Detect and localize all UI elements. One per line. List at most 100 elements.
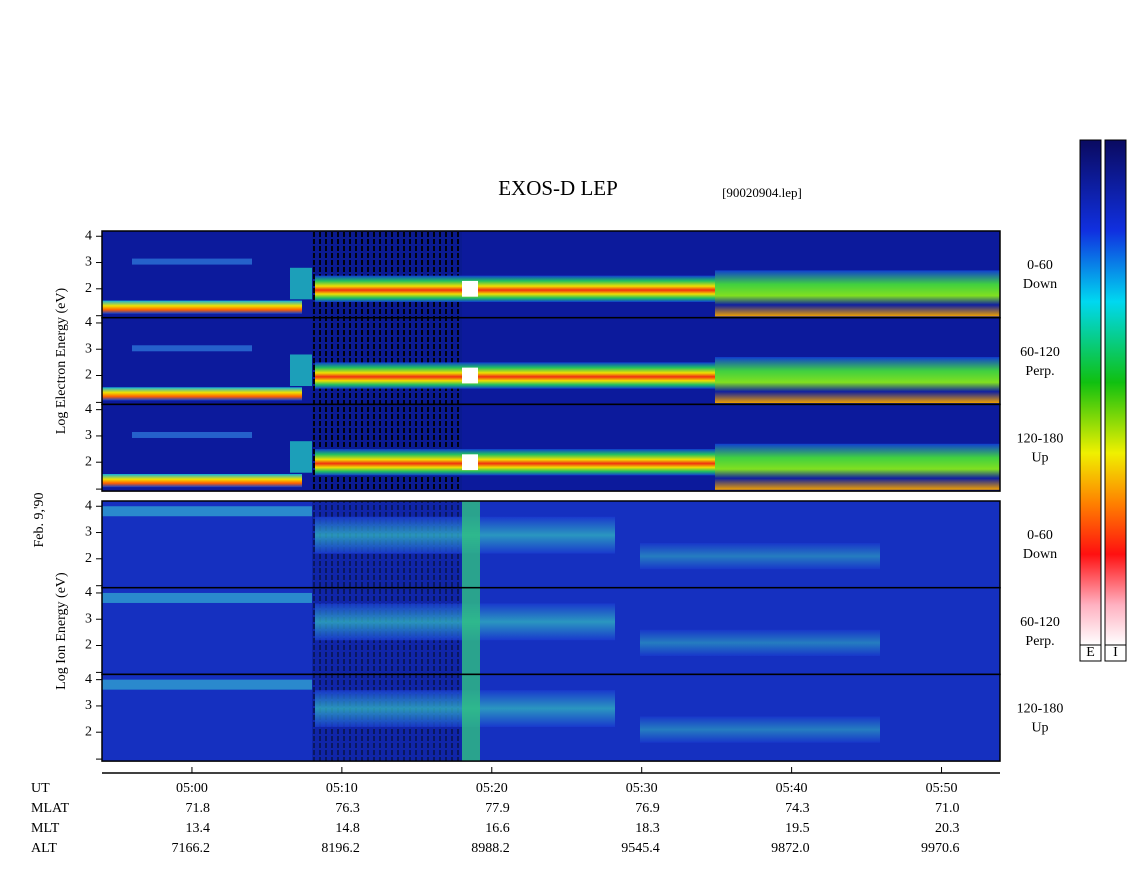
colorbar (1104, 139, 1127, 646)
spectrogram-band (132, 345, 252, 352)
y-tick-label: 2 (85, 724, 92, 739)
panel-label: 0-60 (1027, 528, 1053, 543)
y-tick-label: 2 (85, 368, 92, 383)
y-tick-label: 3 (85, 525, 92, 540)
spectrogram-band (715, 357, 1000, 404)
panel-label: Down (1023, 547, 1057, 562)
ephemeris-value: 8988.2 (471, 841, 510, 856)
ephemeris-value: 9545.4 (621, 841, 660, 856)
spectrogram-dropout (312, 317, 462, 405)
colorbar-label: I (1113, 645, 1118, 660)
colorbar-label: E (1086, 645, 1095, 660)
ephemeris-value: 20.3 (935, 821, 960, 836)
spectrogram-band (640, 629, 880, 657)
spectrogram-burst (462, 587, 480, 675)
panel-frame (101, 673, 1001, 762)
y-tick-label: 2 (85, 281, 92, 296)
colorbar-key (1104, 644, 1127, 662)
panel-label: Down (1023, 277, 1057, 292)
y-tick-label: 3 (85, 428, 92, 443)
spectrogram-band (102, 679, 312, 690)
spectrogram-burst (462, 454, 478, 471)
spectrogram-band (102, 387, 302, 401)
ephemeris-value: 19.5 (785, 821, 810, 836)
panel-frame (101, 403, 1001, 492)
colorbar (1079, 139, 1102, 646)
x-tick-label: 05:50 (926, 781, 958, 796)
date-label: Feb. 9,'90 (32, 492, 47, 547)
ephemeris-value: 71.8 (185, 801, 210, 816)
spectrogram-band (640, 716, 880, 743)
spectrogram-band (102, 592, 312, 603)
x-tick-label: 05:10 (326, 781, 358, 796)
ephemeris-value: 8196.2 (321, 841, 360, 856)
spectrogram-band (102, 506, 312, 517)
x-tick-label: 05:20 (476, 781, 508, 796)
spectrogram-band (715, 270, 1000, 317)
spectrogram-band (315, 362, 715, 389)
y-tick-label: 2 (85, 551, 92, 566)
y-tick-label: 4 (85, 585, 92, 600)
ephemeris-value: 74.3 (785, 801, 810, 816)
ephemeris-label: MLT (31, 821, 60, 836)
panel-label: Up (1031, 451, 1048, 466)
x-tick-label: 05:00 (176, 781, 208, 796)
y-tick-label: 3 (85, 698, 92, 713)
panel-label: 120-180 (1017, 432, 1064, 447)
y-tick-label: 3 (85, 611, 92, 626)
ephemeris-value: 13.4 (185, 821, 210, 836)
panel-label: 0-60 (1027, 258, 1053, 273)
y-tick-label: 2 (85, 638, 92, 653)
ephemeris-label: ALT (31, 841, 57, 856)
spectrogram-band (715, 443, 1000, 490)
y-tick-label: 4 (85, 672, 92, 687)
ephemeris-value: 71.0 (935, 801, 960, 816)
ephemeris-value: 77.9 (485, 801, 510, 816)
y-tick-label: 4 (85, 498, 92, 513)
y-tick-label: 4 (85, 228, 92, 243)
spectrogram-band (132, 431, 252, 438)
spectrogram-band (640, 543, 880, 570)
ephemeris-value: 76.9 (635, 801, 660, 816)
x-tick-label: 05:40 (776, 781, 808, 796)
ephemeris-value: 18.3 (635, 821, 660, 836)
ephemeris-value: 9872.0 (771, 841, 810, 856)
colorbar-key (1079, 644, 1102, 662)
panel-label: Perp. (1025, 634, 1054, 649)
spectrogram-band (315, 275, 715, 302)
ephemeris-label: UT (31, 781, 50, 796)
spectrogram-band (132, 258, 252, 265)
spectrogram-burst (290, 267, 312, 300)
spectrogram-dropout (312, 404, 462, 492)
panel-label: Perp. (1025, 364, 1054, 379)
spectrogram-band (102, 300, 302, 314)
spectrogram-burst (462, 367, 478, 384)
x-tick-label: 05:30 (626, 781, 658, 796)
y-axis-label: Log Ion Energy (eV) (54, 572, 69, 690)
spectrogram-burst (290, 441, 312, 473)
spectrogram-burst (462, 501, 480, 588)
spectrogram-band (102, 474, 302, 488)
panel-label: 120-180 (1017, 702, 1064, 717)
spectrogram-burst (290, 354, 312, 387)
ephemeris-value: 76.3 (335, 801, 360, 816)
chart-title: EXOS-D LEP (498, 176, 618, 200)
ephemeris-value: 16.6 (485, 821, 510, 836)
ephemeris-label: MLAT (31, 801, 70, 816)
ephemeris-value: 9970.6 (921, 841, 960, 856)
y-tick-label: 2 (85, 454, 92, 469)
y-tick-label: 4 (85, 315, 92, 330)
spectrogram-burst (462, 674, 480, 762)
y-tick-label: 4 (85, 402, 92, 417)
ephemeris-value: 14.8 (335, 821, 360, 836)
spectrogram-dropout (312, 231, 462, 318)
panel-label: 60-120 (1020, 345, 1060, 360)
y-axis-label: Log Electron Energy (eV) (54, 288, 69, 435)
y-tick-label: 3 (85, 255, 92, 270)
spectrogram-burst (462, 280, 478, 297)
ephemeris-value: 7166.2 (171, 841, 210, 856)
subtitle: [90020904.lep] (722, 185, 802, 200)
y-tick-label: 3 (85, 341, 92, 356)
panel-label: Up (1031, 721, 1048, 736)
